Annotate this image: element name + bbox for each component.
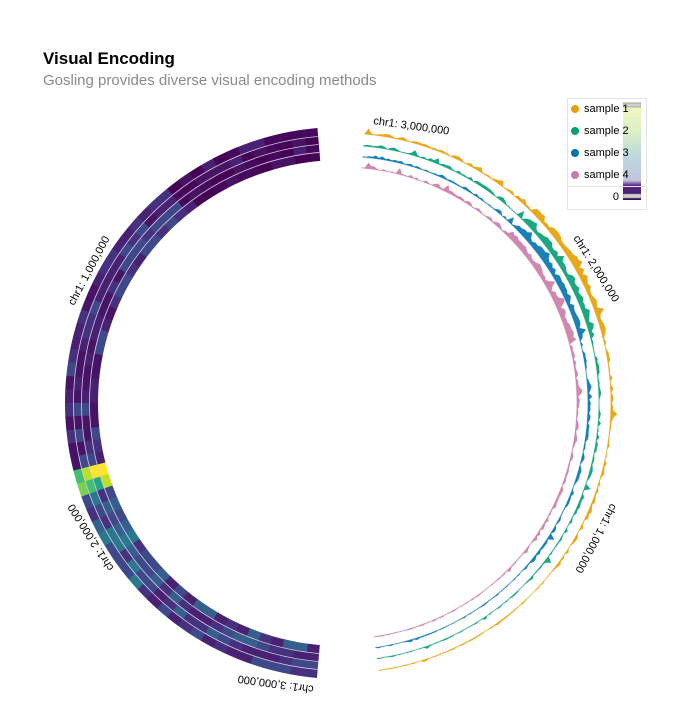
legend-dot-icon xyxy=(571,149,579,157)
chart-title: Visual Encoding xyxy=(43,49,175,68)
colorbar xyxy=(623,102,641,200)
circular-heatmap[interactable] xyxy=(65,128,321,678)
legend-item-sample-3[interactable]: sample 3 xyxy=(571,146,629,160)
legend-dot-icon xyxy=(571,105,579,113)
legend-dot-icon xyxy=(571,171,579,179)
chart-subtitle: Gosling provides diverse visual encoding… xyxy=(43,72,377,89)
svg-text:chr1: 1,000,000: chr1: 1,000,000 xyxy=(572,502,618,575)
legend-item-sample-4[interactable]: sample 4 xyxy=(571,168,629,182)
colorbar-min-label: 0 xyxy=(612,191,619,203)
legend-divider xyxy=(568,186,646,187)
legend-item-sample-2[interactable]: sample 2 xyxy=(571,124,629,138)
legend-dot-icon xyxy=(571,127,579,135)
circular-area-tracks[interactable] xyxy=(361,128,618,672)
legend-item-sample-1[interactable]: sample 1 xyxy=(571,102,629,116)
legend: sample 1 sample 2 sample 3 sample 4 0 xyxy=(567,98,647,210)
